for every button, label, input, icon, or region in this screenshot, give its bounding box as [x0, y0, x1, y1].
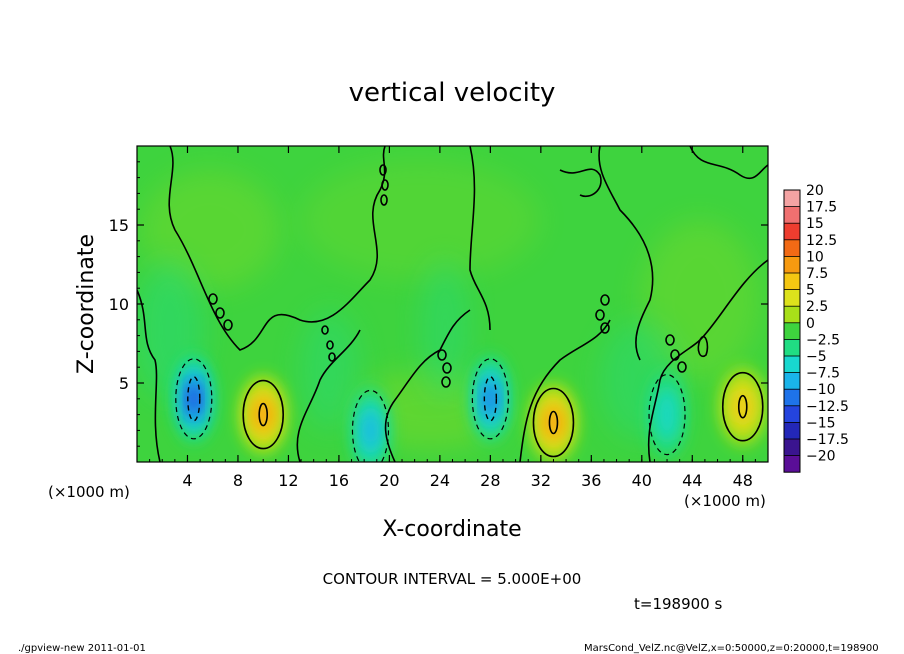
feature-blob: [732, 389, 754, 424]
chart-title: vertical velocity: [349, 78, 556, 108]
x-tick-label: 4: [182, 471, 192, 490]
x-unit-left: (×1000 m): [48, 483, 130, 501]
colorbar-label: 0: [806, 316, 815, 332]
x-tick-label: 12: [278, 471, 298, 490]
colorbar-segment: [784, 206, 800, 224]
colorbar-segment: [784, 223, 800, 240]
colorbar-segment: [784, 306, 800, 323]
colorbar-label: 2.5: [806, 299, 828, 315]
feature-blob: [545, 409, 562, 436]
colorbar-segment: [784, 239, 800, 257]
colorbar-label: 12.5: [806, 233, 837, 249]
colorbar-segment: [784, 372, 800, 390]
heatmap-field: [137, 146, 768, 462]
colorbar-label: −15: [806, 415, 836, 431]
colorbar-label: −7.5: [806, 366, 840, 382]
feature-contour: [175, 358, 213, 440]
x-unit-right: (×1000 m): [684, 492, 766, 510]
colorbar-segment: [784, 389, 800, 406]
feature-contour: [471, 358, 509, 440]
feature-contour: [548, 410, 559, 435]
x-tick-label: 48: [733, 471, 753, 490]
colorbar-label: −20: [806, 449, 836, 465]
feature-contour: [187, 376, 201, 422]
feature-contour: [258, 402, 269, 427]
colorbar-segment: [784, 339, 800, 356]
colorbar-label: 5: [806, 283, 815, 299]
colorbar-segment: [784, 289, 800, 307]
colorbar-label: −10: [806, 382, 836, 398]
x-axis-label: X-coordinate: [382, 517, 521, 542]
footer-right: MarsCond_VelZ.nc@VelZ,x=0:50000,z=0:2000…: [584, 643, 879, 654]
colorbar-label: −17.5: [806, 432, 849, 448]
colorbar-segment: [784, 190, 800, 207]
colorbar: 2017.51512.5107.552.50−2.5−5−7.5−10−12.5…: [783, 183, 849, 473]
x-tick-label: 40: [632, 471, 652, 490]
contour-lines: [137, 146, 768, 462]
colorbar-label: −2.5: [806, 332, 840, 348]
y-axis-label: Z-coordinate: [74, 234, 99, 374]
colorbar-segment: [784, 422, 800, 439]
colorbar-segment: [784, 273, 800, 290]
y-tick-label: 5: [119, 374, 129, 393]
y-tick-label: 10: [109, 295, 129, 314]
feature-contour: [242, 379, 285, 450]
colorbar-label: 10: [806, 249, 824, 265]
feature-blob: [655, 388, 680, 441]
feature-contour: [483, 376, 498, 422]
x-tick-label: 28: [480, 471, 500, 490]
colorbar-label: 17.5: [806, 200, 837, 216]
colorbar-label: −5: [806, 349, 827, 365]
colorbar-segment: [784, 322, 800, 340]
feature-contour: [351, 389, 390, 462]
time-label: t=198900 s: [634, 595, 722, 613]
feature-contour: [721, 371, 764, 442]
footer-left: ./gpview-new 2011-01-01: [18, 643, 146, 654]
colorbar-segment: [784, 439, 800, 456]
feature-blob: [188, 386, 200, 411]
colorbar-segment: [784, 455, 800, 473]
colorbar-segment: [784, 256, 800, 273]
feature-contour: [532, 387, 575, 458]
feature-blob: [483, 384, 498, 414]
feature-blob: [361, 411, 380, 450]
feature-blob: [255, 401, 272, 428]
feature-contour: [737, 394, 748, 419]
contour-interval: CONTOUR INTERVAL = 5.000E+00: [323, 570, 582, 588]
x-tick-label: 36: [581, 471, 601, 490]
x-tick-label: 32: [531, 471, 551, 490]
x-tick-label: 16: [329, 471, 349, 490]
feature-contour: [648, 374, 686, 456]
colorbar-label: 20: [806, 183, 824, 199]
colorbar-segment: [784, 405, 800, 423]
colorbar-segment: [784, 356, 800, 373]
colorbar-label: −12.5: [806, 399, 849, 415]
x-tick-label: 44: [682, 471, 702, 490]
y-tick-label: 15: [109, 216, 129, 235]
x-tick-label: 8: [233, 471, 243, 490]
colorbar-label: 15: [806, 216, 824, 232]
x-tick-label: 24: [430, 471, 450, 490]
x-tick-label: 20: [379, 471, 399, 490]
colorbar-label: 7.5: [806, 266, 828, 282]
